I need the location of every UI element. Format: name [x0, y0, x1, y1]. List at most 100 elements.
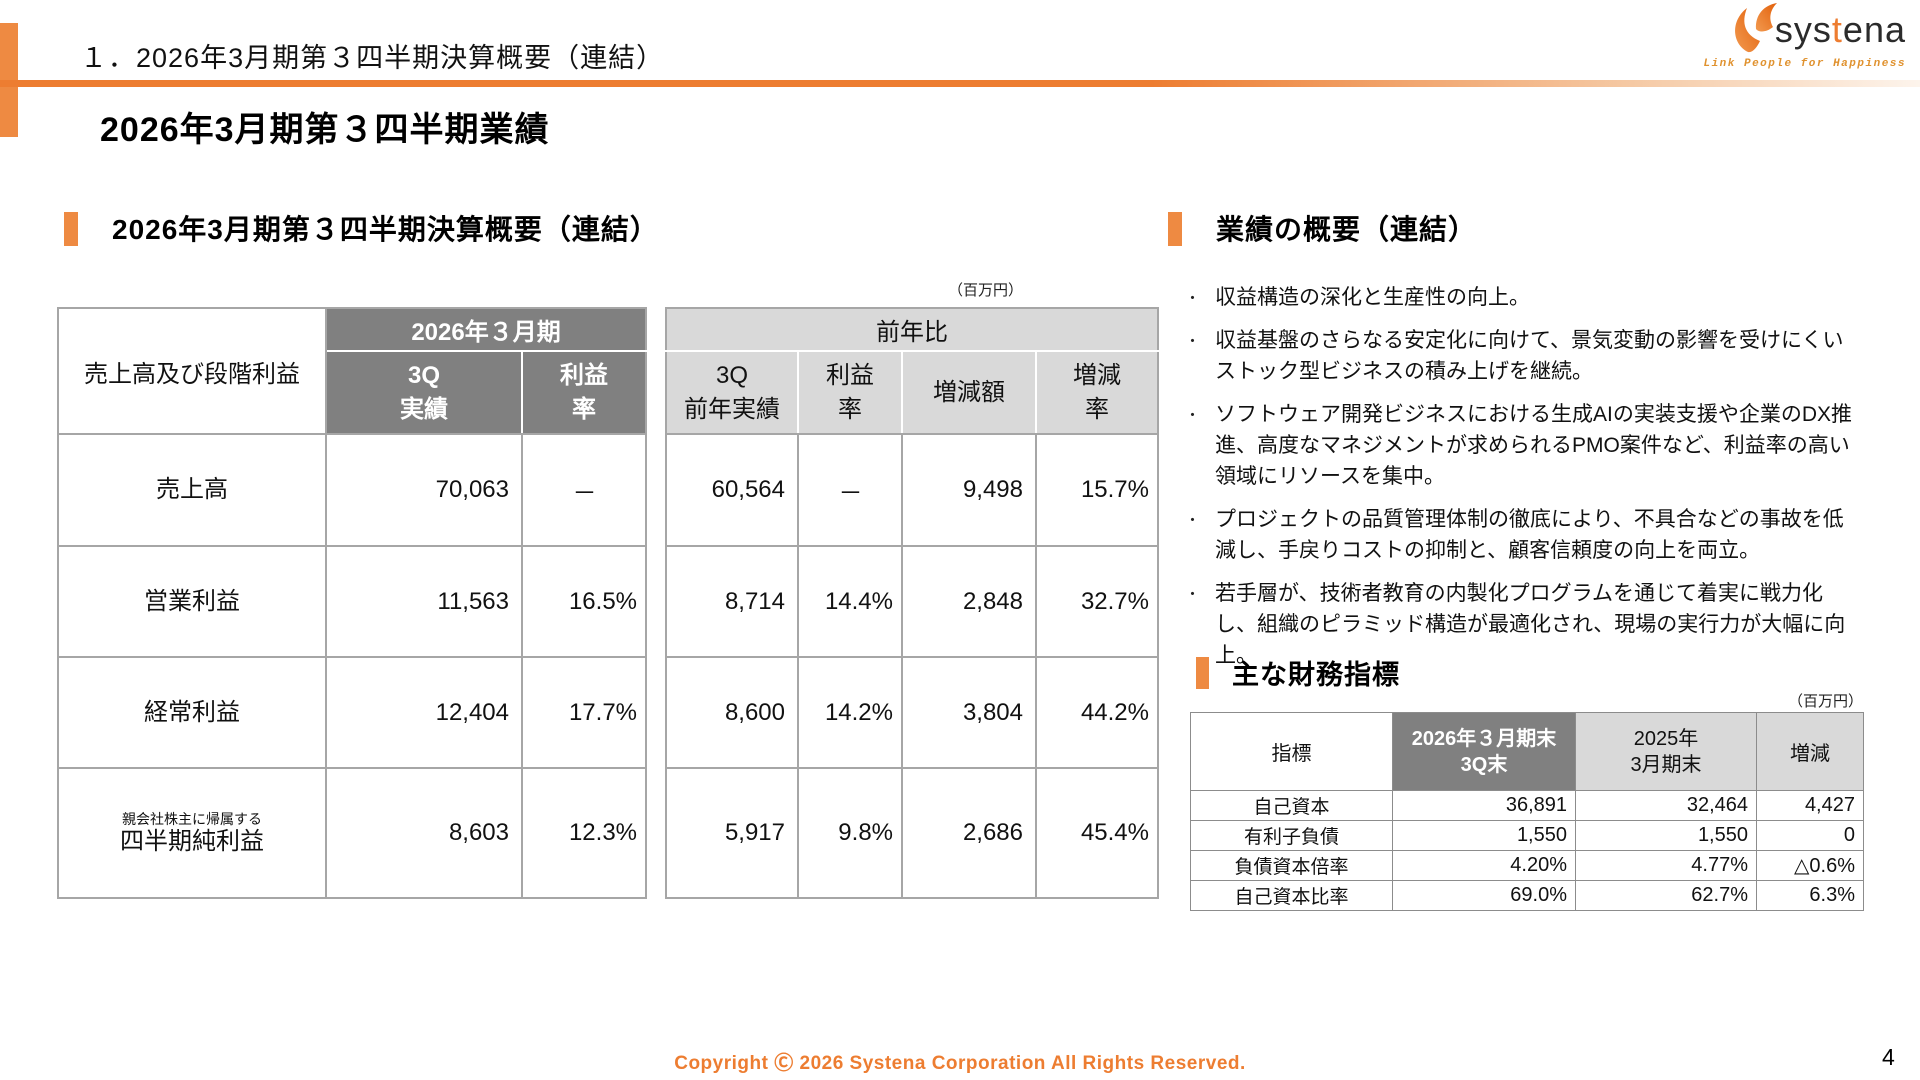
table-row: 自己資本 36,891 32,464 4,427 [1190, 790, 1864, 821]
row-label: 売上高 [57, 433, 327, 547]
change-cell: 6.3% [1756, 880, 1864, 911]
table-row: 負債資本倍率 4.20% 4.77% △0.6% [1190, 850, 1864, 881]
table-row: 指標 2026年３月期末 3Q末 2025年 3月期末 増減 [1190, 712, 1864, 791]
row-label: 親会社株主に帰属する 四半期純利益 [57, 767, 327, 899]
bullet-icon: ・ [1185, 290, 1201, 307]
logo-text-accent: t [1831, 9, 1843, 50]
rate-cell: 16.5% [520, 545, 648, 658]
col-header-current: 2026年３月期末 3Q末 [1392, 712, 1576, 791]
value-cell: 32,464 [1575, 790, 1757, 821]
change-cell: 2,686 [901, 767, 1037, 899]
table-row: 前年比 [665, 307, 1159, 352]
header-rule [0, 80, 1920, 87]
row-label: 自己資本 [1190, 790, 1393, 821]
change-rate-cell: 15.7% [1035, 433, 1159, 547]
unit-label-indicators: （百万円） [1787, 693, 1863, 710]
table-row: 自己資本比率 69.0% 62.7% 6.3% [1190, 880, 1864, 911]
section-marker-results [64, 212, 78, 246]
systena-logo: systena Link People for Happiness [1703, 3, 1906, 70]
value-cell: 60,564 [665, 433, 799, 547]
rate-cell: － [797, 433, 903, 547]
list-item: ・ソフトウェア開発ビジネスにおける生成AIの実装支援や企業のDX推進、高度なマネ… [1185, 399, 1857, 492]
col-header-rate: 利益率 [520, 350, 648, 435]
change-cell: 9,498 [901, 433, 1037, 547]
value-cell: 62.7% [1575, 880, 1757, 911]
table-row: 売上高及び段階利益 2026年３月期 [57, 307, 648, 435]
change-cell: 2,848 [901, 545, 1037, 658]
section-marker-indicators [1196, 657, 1209, 689]
rate-cell: － [520, 433, 648, 547]
col-header-rate: 利益率 [797, 350, 903, 435]
table-row: 60,564 － 9,498 15.7% [665, 433, 1159, 547]
value-cell: 5,917 [665, 767, 799, 899]
table-row: 3Q 前年実績 利益率 増減額 増減率 [665, 350, 1159, 435]
col-header-change: 増減額 [901, 350, 1037, 435]
logo-row: systena [1703, 3, 1906, 56]
list-item: ・収益基盤のさらなる安定化に向けて、景気変動の影響を受けにくいストック型ビジネス… [1185, 325, 1857, 387]
bullet-text: ソフトウェア開発ビジネスにおける生成AIの実装支援や企業のDX推進、高度なマネジ… [1215, 403, 1853, 488]
overview-bullet-list: ・収益構造の深化と生産性の向上。 ・収益基盤のさらなる安定化に向けて、景気変動の… [1185, 282, 1857, 683]
table-row: 売上高 70,063 － [57, 433, 648, 547]
logo-tagline: Link People for Happiness [1703, 58, 1906, 70]
col-header-prev: 3Q 前年実績 [665, 350, 799, 435]
rate-cell: 17.7% [520, 656, 648, 769]
value-cell: 70,063 [325, 433, 523, 547]
unit-label-results: （百万円） [947, 282, 1023, 299]
logo-wordmark: systena [1775, 9, 1906, 51]
change-cell: 4,427 [1756, 790, 1864, 821]
bullet-icon: ・ [1185, 407, 1201, 424]
value-cell: 8,714 [665, 545, 799, 658]
table-row: 営業利益 11,563 16.5% [57, 545, 648, 658]
bullet-icon: ・ [1185, 512, 1201, 529]
list-item: ・プロジェクトの品質管理体制の徹底により、不具合などの事故を低減し、手戻りコスト… [1185, 504, 1857, 566]
results-section-title: 2026年3月期第３四半期決算概要（連結） [112, 214, 659, 245]
overview-section-title: 業績の概要（連結） [1216, 214, 1478, 245]
col-header-indicator: 指標 [1190, 712, 1393, 791]
list-item: ・若手層が、技術者教育の内製化プログラムを通じて着実に戦力化し、組織のピラミッド… [1185, 578, 1857, 671]
results-table: 売上高及び段階利益 2026年３月期 3Q 実績 利益率 売上高 70,063 －… [57, 307, 648, 899]
page-title: 2026年3月期第３四半期業績 [100, 111, 550, 149]
value-cell: 8,600 [665, 656, 799, 769]
period-header-cell: 2026年３月期 [324, 307, 648, 352]
bullet-text: 若手層が、技術者教育の内製化プログラムを通じて着実に戦力化し、組織のピラミッド構… [1215, 582, 1846, 667]
list-item: ・収益構造の深化と生産性の向上。 [1185, 282, 1857, 313]
change-rate-cell: 44.2% [1035, 656, 1159, 769]
bullet-icon: ・ [1185, 333, 1201, 350]
indicators-section-title: 主な財務指標 [1232, 660, 1400, 690]
value-cell: 36,891 [1392, 790, 1576, 821]
table-row: 5,917 9.8% 2,686 45.4% [665, 767, 1159, 899]
bullet-text: 収益構造の深化と生産性の向上。 [1215, 286, 1530, 309]
rate-cell: 9.8% [797, 767, 903, 899]
table-row: 有利子負債 1,550 1,550 0 [1190, 820, 1864, 851]
row-label: 経常利益 [57, 656, 327, 769]
systena-logo-icon [1735, 3, 1777, 53]
value-cell: 1,550 [1392, 820, 1576, 851]
logo-text-post: ena [1842, 9, 1906, 50]
bullet-text: 収益基盤のさらなる安定化に向けて、景気変動の影響を受けにくいストック型ビジネスの… [1215, 329, 1844, 383]
bullet-text: プロジェクトの品質管理体制の徹底により、不具合などの事故を低減し、手戻りコストの… [1215, 508, 1844, 562]
value-cell: 11,563 [325, 545, 523, 658]
rate-cell: 12.3% [520, 767, 648, 899]
yoy-group-header: 前年比 [665, 307, 1159, 352]
rate-cell: 14.4% [797, 545, 903, 658]
logo-text-pre: sys [1774, 9, 1832, 50]
value-cell: 1,550 [1575, 820, 1757, 851]
indicators-table: 指標 2026年３月期末 3Q末 2025年 3月期末 増減 自己資本 36,891… [1190, 712, 1864, 911]
value-cell: 4.77% [1575, 850, 1757, 881]
copyright-text: Copyright Ⓒ 2026 Systena Corporation All… [674, 1053, 1246, 1074]
table-row: 親会社株主に帰属する 四半期純利益 8,603 12.3% [57, 767, 648, 899]
change-cell: △0.6% [1756, 850, 1864, 881]
row-label: 営業利益 [57, 545, 327, 658]
yoy-table: 前年比 3Q 前年実績 利益率 増減額 増減率 60,564 － 9,498 15… [665, 307, 1159, 899]
value-cell: 69.0% [1392, 880, 1576, 911]
change-cell: 3,804 [901, 656, 1037, 769]
corner-header-cell: 売上高及び段階利益 [57, 307, 327, 435]
header-title: １．2026年3月期第３四半期決算概要（連結） [80, 43, 665, 73]
bullet-icon: ・ [1185, 586, 1201, 603]
col-header-previous: 2025年 3月期末 [1575, 712, 1757, 791]
col-header-change-rate: 増減率 [1035, 350, 1159, 435]
change-cell: 0 [1756, 820, 1864, 851]
value-cell: 12,404 [325, 656, 523, 769]
col-header-actual: 3Q 実績 [325, 350, 523, 435]
